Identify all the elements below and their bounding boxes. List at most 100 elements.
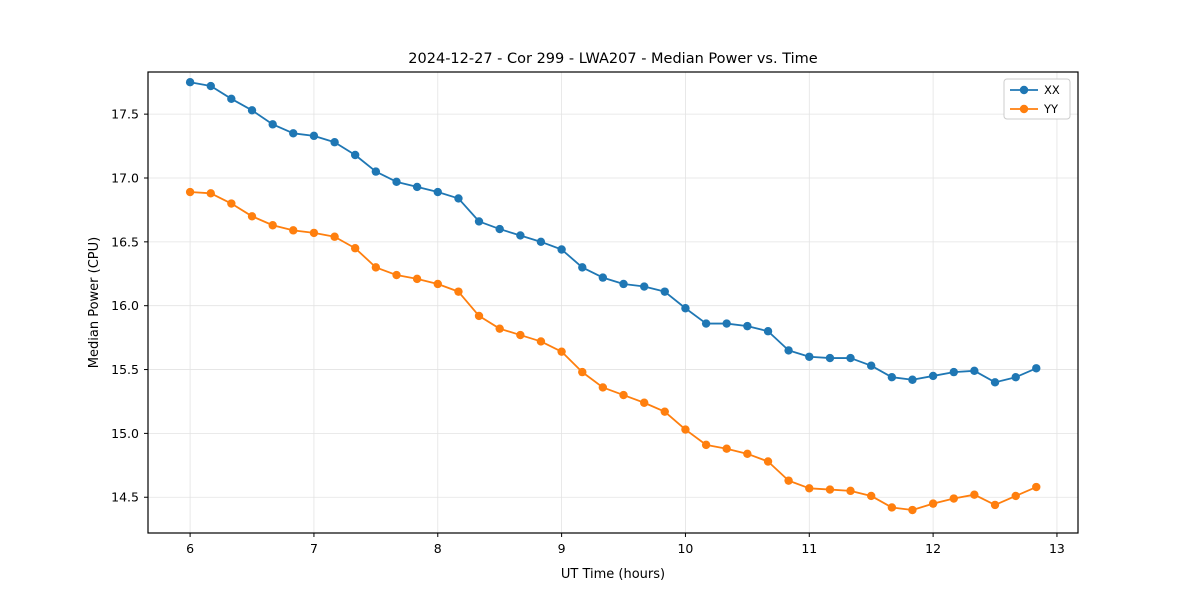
y-tick-label: 17.5 — [111, 107, 139, 122]
data-point-XX — [247, 106, 257, 115]
data-point-YY — [1011, 491, 1020, 501]
data-point-XX — [330, 138, 339, 147]
data-point-YY — [247, 212, 257, 221]
data-point-XX — [970, 366, 979, 376]
data-point-XX — [268, 120, 277, 129]
data-point-XX — [660, 287, 669, 296]
data-point-XX — [289, 129, 298, 138]
data-point-YY — [701, 440, 711, 450]
data-point-XX — [949, 367, 958, 377]
data-point-XX — [516, 231, 525, 240]
data-point-YY — [681, 425, 690, 434]
data-point-YY — [1032, 482, 1041, 492]
plot-border — [147, 71, 1079, 534]
data-point-YY — [330, 232, 339, 241]
data-point-YY — [763, 457, 773, 466]
data-point-XX — [619, 279, 628, 289]
data-point-YY — [928, 499, 938, 508]
x-tick-label: 10 — [677, 541, 693, 556]
data-point-XX — [578, 263, 587, 272]
data-point-YY — [990, 500, 1000, 510]
data-point-YY — [640, 398, 649, 407]
data-point-XX — [722, 319, 731, 328]
chart-title: 2024-12-27 - Cor 299 - LWA207 - Median P… — [408, 51, 817, 67]
data-point-YY — [949, 494, 958, 503]
y-tick-label: 16.5 — [111, 234, 139, 249]
plot-background — [148, 72, 1078, 533]
data-point-XX — [350, 150, 360, 160]
data-point-YY — [206, 189, 215, 198]
data-point-XX — [866, 361, 876, 370]
data-point-XX — [908, 375, 917, 384]
data-point-YY — [309, 228, 319, 238]
legend-marker-XX — [1019, 85, 1029, 95]
data-point-XX — [536, 237, 546, 247]
legend-box — [1003, 78, 1071, 120]
data-point-YY — [227, 199, 236, 208]
data-point-XX — [701, 319, 711, 328]
x-tick-label: 11 — [801, 541, 817, 556]
data-point-YY — [495, 324, 504, 333]
data-point-YY — [185, 187, 195, 197]
x-tick-label: 6 — [186, 541, 194, 556]
data-point-XX — [1032, 364, 1041, 373]
data-point-XX — [185, 78, 195, 87]
data-point-YY — [660, 407, 669, 416]
data-point-XX — [928, 371, 938, 381]
data-point-YY — [536, 337, 546, 346]
data-point-YY — [722, 444, 731, 453]
legend-label-YY: YY — [1043, 102, 1059, 116]
data-point-XX — [371, 167, 381, 176]
data-point-XX — [309, 131, 319, 141]
data-point-YY — [516, 330, 525, 340]
data-point-XX — [1011, 373, 1020, 382]
data-point-YY — [454, 287, 463, 296]
data-point-XX — [681, 304, 690, 313]
data-point-XX — [495, 224, 504, 234]
data-point-XX — [846, 353, 855, 363]
x-tick-label: 7 — [310, 541, 318, 556]
y-tick-label: 14.5 — [111, 490, 139, 505]
data-point-XX — [990, 378, 1000, 387]
data-point-XX — [805, 352, 814, 361]
data-point-YY — [970, 490, 979, 499]
x-tick-label: 8 — [434, 541, 442, 556]
data-point-YY — [908, 505, 917, 515]
data-point-YY — [598, 383, 608, 392]
data-point-XX — [887, 373, 897, 382]
legend-label-XX: XX — [1044, 83, 1060, 97]
data-point-XX — [474, 217, 484, 226]
data-point-YY — [289, 226, 298, 235]
plot-layer: 6 7 8 9 10 11 12 13 14.5 15.0 15.5 16.0 16.5 17.0 17.5… — [111, 71, 1079, 556]
data-point-XX — [784, 346, 793, 355]
x-tick-label: 9 — [558, 541, 566, 556]
data-point-XX — [206, 81, 215, 91]
data-point-YY — [412, 274, 422, 284]
data-point-YY — [805, 484, 814, 493]
data-point-XX — [454, 194, 463, 203]
data-point-XX — [227, 94, 236, 104]
data-point-YY — [743, 449, 752, 459]
data-point-YY — [474, 311, 484, 321]
y-tick-label: 16.0 — [111, 298, 139, 313]
data-point-YY — [557, 347, 566, 356]
y-axis-label: Median Power (CPU) — [87, 237, 102, 368]
data-point-XX — [640, 282, 649, 291]
x-axis-label: UT Time (hours) — [561, 567, 665, 582]
data-point-XX — [763, 327, 773, 336]
data-point-YY — [825, 485, 835, 494]
x-tick-label: 13 — [1049, 541, 1065, 556]
data-point-YY — [846, 486, 855, 496]
data-point-YY — [784, 476, 793, 485]
data-point-XX — [392, 177, 401, 187]
data-point-YY — [371, 263, 381, 272]
data-point-YY — [866, 491, 876, 501]
data-point-XX — [825, 353, 835, 363]
y-tick-label: 15.0 — [111, 426, 139, 441]
legend-marker-YY — [1019, 104, 1029, 114]
data-point-YY — [433, 279, 442, 289]
y-tick-label: 17.0 — [111, 170, 139, 185]
data-point-YY — [619, 390, 628, 400]
